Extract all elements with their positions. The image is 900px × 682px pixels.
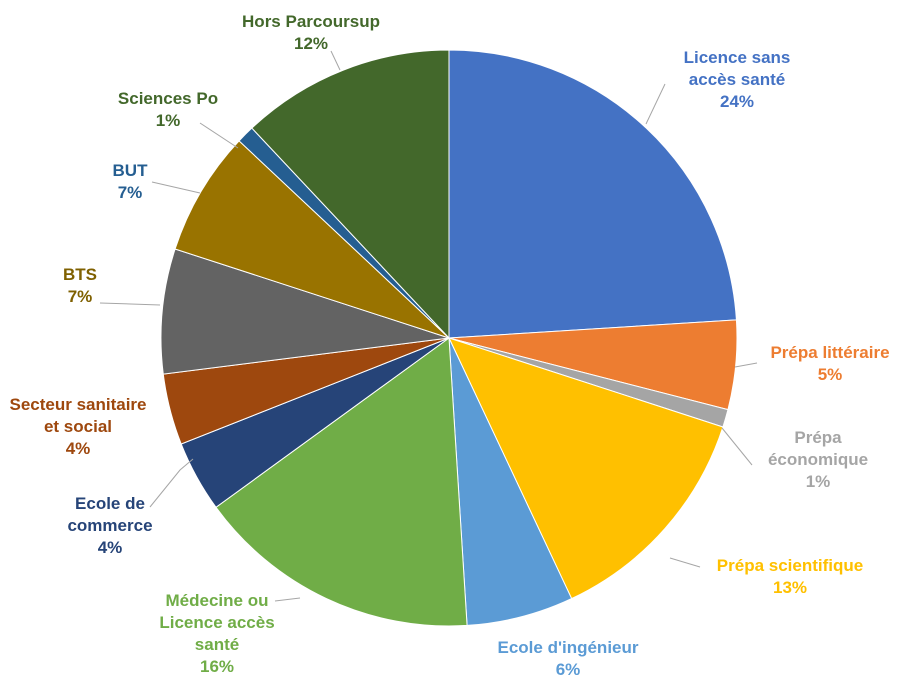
leader-line	[330, 50, 341, 71]
slice-label: Médecine ou Licence accès santé 16%	[159, 591, 274, 676]
pie-slice	[448, 49, 737, 339]
leader-line	[149, 458, 194, 508]
slice-label: Prépa scientifique 13%	[717, 556, 863, 597]
pie-slice	[251, 49, 450, 340]
pie-slice	[160, 248, 450, 375]
leader-line	[734, 362, 758, 368]
leader-line	[199, 122, 239, 149]
slice-labels: Licence sans accès santé 24% Prépa littérai…	[9, 12, 889, 679]
slice-label: Sciences Po 1%	[118, 89, 218, 130]
leader-line	[99, 302, 161, 306]
pie-slices	[160, 49, 738, 627]
slice-label: Hors Parcoursup 12%	[242, 12, 380, 53]
leader-line	[721, 427, 753, 466]
leader-line	[645, 83, 666, 125]
slice-label: BUT 7%	[113, 161, 149, 202]
slice-label: Ecole de commerce 4%	[67, 494, 152, 557]
leader-lines	[99, 50, 758, 602]
slice-label: Prépa économique 1%	[768, 428, 868, 491]
leader-line	[274, 597, 301, 602]
slice-label: Licence sans accès santé 24%	[684, 48, 791, 111]
slice-label: Ecole d'ingénieur 6%	[497, 638, 638, 679]
pie-slice	[174, 140, 450, 339]
leader-line	[669, 557, 701, 568]
pie-slice	[448, 337, 724, 600]
leader-line	[151, 181, 201, 194]
slice-label: BTS 7%	[63, 265, 97, 306]
slice-label: Secteur sanitaire et social 4%	[9, 395, 146, 458]
pie-slice	[215, 337, 468, 627]
slice-label: Prépa littéraire 5%	[770, 343, 889, 384]
